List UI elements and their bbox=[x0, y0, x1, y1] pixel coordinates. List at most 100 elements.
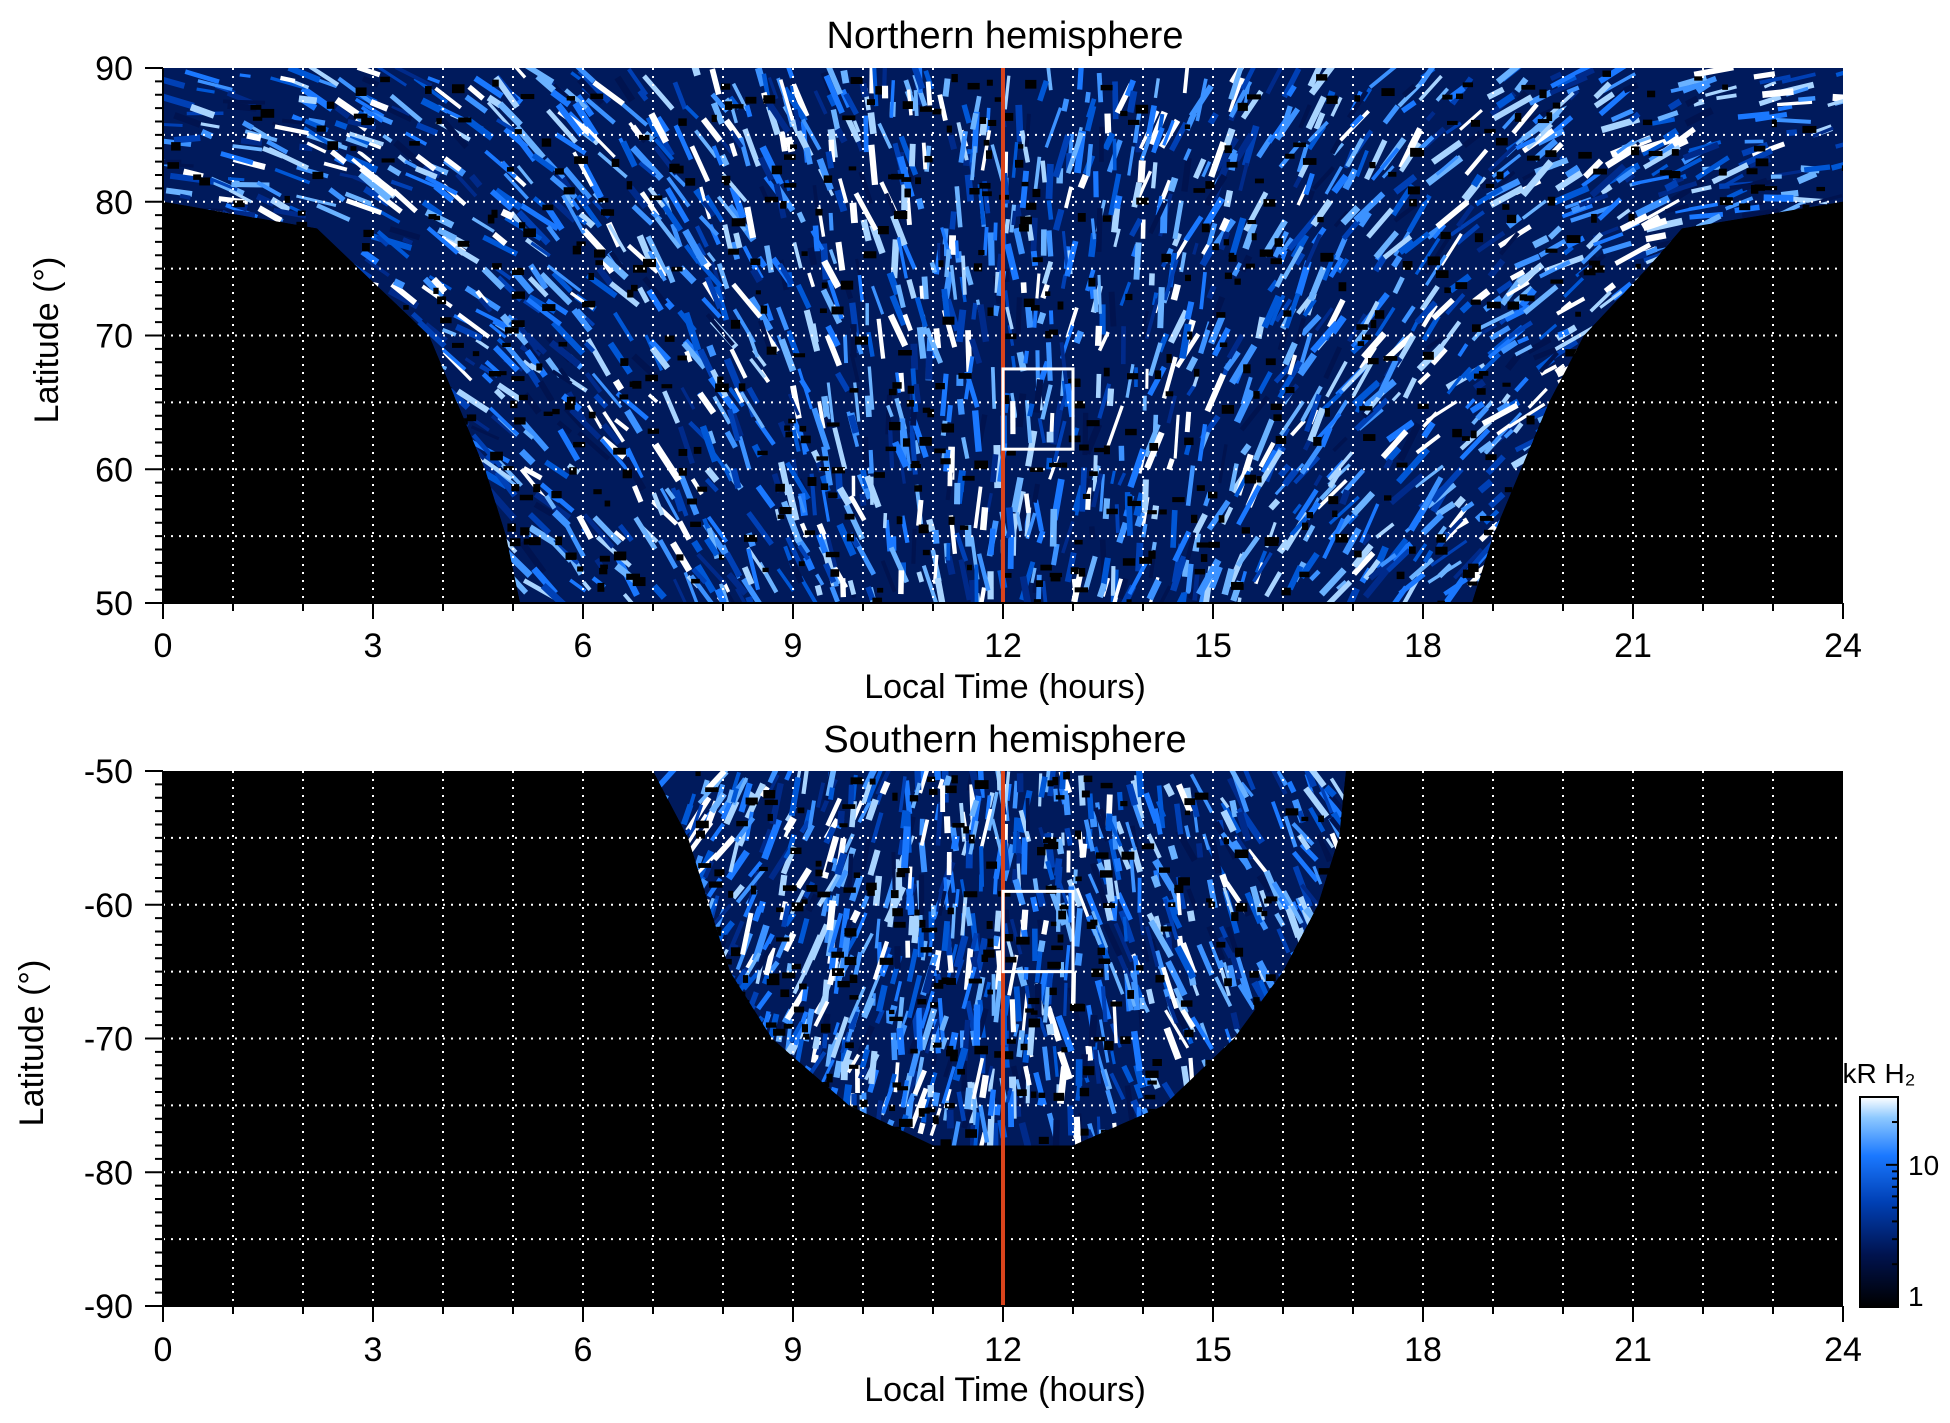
emission-streak bbox=[1167, 176, 1179, 193]
emission-streak bbox=[585, 337, 611, 377]
emission-streak bbox=[1037, 79, 1050, 102]
emission-streak bbox=[481, 372, 494, 384]
emission-streak bbox=[1421, 304, 1438, 328]
emission-streak bbox=[564, 192, 576, 208]
dark-pixel bbox=[350, 146, 357, 151]
emission-streak bbox=[853, 192, 879, 232]
dark-pixel bbox=[632, 577, 646, 587]
emission-streak bbox=[946, 404, 953, 423]
dark-pixel bbox=[643, 258, 657, 268]
emission-streak bbox=[678, 473, 700, 516]
dark-pixel bbox=[915, 177, 922, 185]
emission-streak bbox=[829, 857, 840, 872]
emission-streak bbox=[1264, 571, 1283, 598]
dark-pixel bbox=[1001, 395, 1010, 405]
emission-streak bbox=[988, 528, 996, 556]
emission-streak bbox=[725, 849, 750, 881]
emission-streak bbox=[1055, 1014, 1075, 1053]
emission-streak bbox=[636, 234, 654, 263]
emission-streak bbox=[1402, 231, 1431, 255]
dark-pixel bbox=[1455, 282, 1468, 290]
emission-streak bbox=[990, 367, 997, 409]
emission-streak bbox=[739, 391, 765, 429]
emission-streak bbox=[1589, 290, 1612, 313]
dark-pixel bbox=[745, 96, 757, 104]
emission-streak bbox=[497, 101, 523, 128]
emission-streak bbox=[925, 81, 933, 106]
emission-streak bbox=[961, 104, 972, 124]
dark-pixel bbox=[1578, 151, 1592, 159]
emission-streak bbox=[875, 984, 888, 1013]
emission-streak bbox=[1554, 326, 1594, 351]
emission-streak bbox=[484, 454, 496, 466]
dark-pixel bbox=[599, 555, 610, 562]
emission-streak bbox=[1240, 781, 1254, 798]
dark-pixel bbox=[440, 317, 452, 324]
emission-streak bbox=[591, 372, 623, 409]
dark-pixel bbox=[1354, 550, 1362, 558]
dark-pixel bbox=[284, 195, 290, 203]
emission-streak bbox=[1230, 1012, 1241, 1030]
dark-pixel bbox=[362, 243, 370, 252]
dark-pixel bbox=[1467, 581, 1478, 586]
dark-pixel bbox=[1537, 119, 1550, 124]
x-axis-label: Local Time (hours) bbox=[864, 668, 1146, 706]
emission-streak bbox=[649, 346, 671, 370]
emission-streak bbox=[1445, 293, 1466, 316]
emission-streak bbox=[747, 860, 763, 878]
emission-streak bbox=[1240, 68, 1257, 91]
emission-streak bbox=[1185, 356, 1199, 372]
dark-pixel bbox=[1254, 178, 1264, 184]
dark-pixel bbox=[784, 425, 791, 431]
emission-streak bbox=[527, 512, 552, 536]
emission-streak bbox=[1163, 783, 1175, 798]
emission-streak bbox=[1281, 245, 1304, 280]
emission-streak bbox=[1254, 550, 1268, 574]
emission-streak bbox=[1036, 530, 1046, 544]
emission-streak bbox=[1489, 325, 1511, 341]
emission-streak bbox=[1496, 401, 1511, 413]
emission-streak bbox=[1299, 441, 1325, 475]
emission-streak bbox=[1125, 363, 1135, 398]
dark-pixel bbox=[1354, 95, 1361, 102]
emission-streak bbox=[530, 241, 551, 258]
emission-streak bbox=[577, 211, 596, 229]
emission-streak bbox=[990, 144, 1004, 182]
emission-streak bbox=[1015, 512, 1023, 532]
emission-streak bbox=[848, 874, 864, 902]
emission-streak bbox=[1835, 70, 1843, 78]
emission-streak bbox=[1015, 104, 1024, 142]
emission-streak bbox=[1314, 307, 1334, 332]
emission-streak bbox=[1538, 238, 1567, 258]
emission-streak bbox=[757, 319, 772, 348]
emission-streak bbox=[807, 247, 818, 266]
emission-streak bbox=[1305, 771, 1327, 788]
dark-pixel bbox=[801, 251, 808, 256]
emission-streak bbox=[921, 142, 928, 170]
dark-pixel bbox=[1125, 293, 1133, 301]
dark-pixel bbox=[724, 178, 730, 186]
emission-streak bbox=[1124, 79, 1136, 97]
emission-streak bbox=[1427, 560, 1462, 584]
dark-pixel bbox=[1470, 430, 1477, 439]
emission-streak bbox=[239, 73, 251, 78]
dark-pixel bbox=[1030, 305, 1040, 311]
emission-streak bbox=[937, 997, 946, 1042]
emission-streak bbox=[1415, 433, 1441, 455]
dark-pixel bbox=[536, 363, 543, 371]
dark-pixel bbox=[312, 171, 324, 180]
emission-streak bbox=[492, 231, 508, 246]
emission-streak bbox=[1664, 203, 1689, 214]
emission-streak bbox=[1183, 215, 1204, 243]
dark-pixel bbox=[633, 264, 647, 273]
emission-streak bbox=[240, 137, 263, 146]
emission-streak bbox=[1252, 418, 1275, 462]
emission-streak bbox=[1514, 376, 1529, 393]
emission-streak bbox=[196, 87, 215, 94]
dark-pixel bbox=[1483, 529, 1494, 536]
emission-streak bbox=[858, 171, 874, 205]
emission-streak bbox=[1472, 379, 1486, 391]
emission-streak bbox=[1041, 580, 1049, 603]
dark-pixel bbox=[1057, 301, 1064, 310]
emission-streak bbox=[1066, 878, 1083, 908]
